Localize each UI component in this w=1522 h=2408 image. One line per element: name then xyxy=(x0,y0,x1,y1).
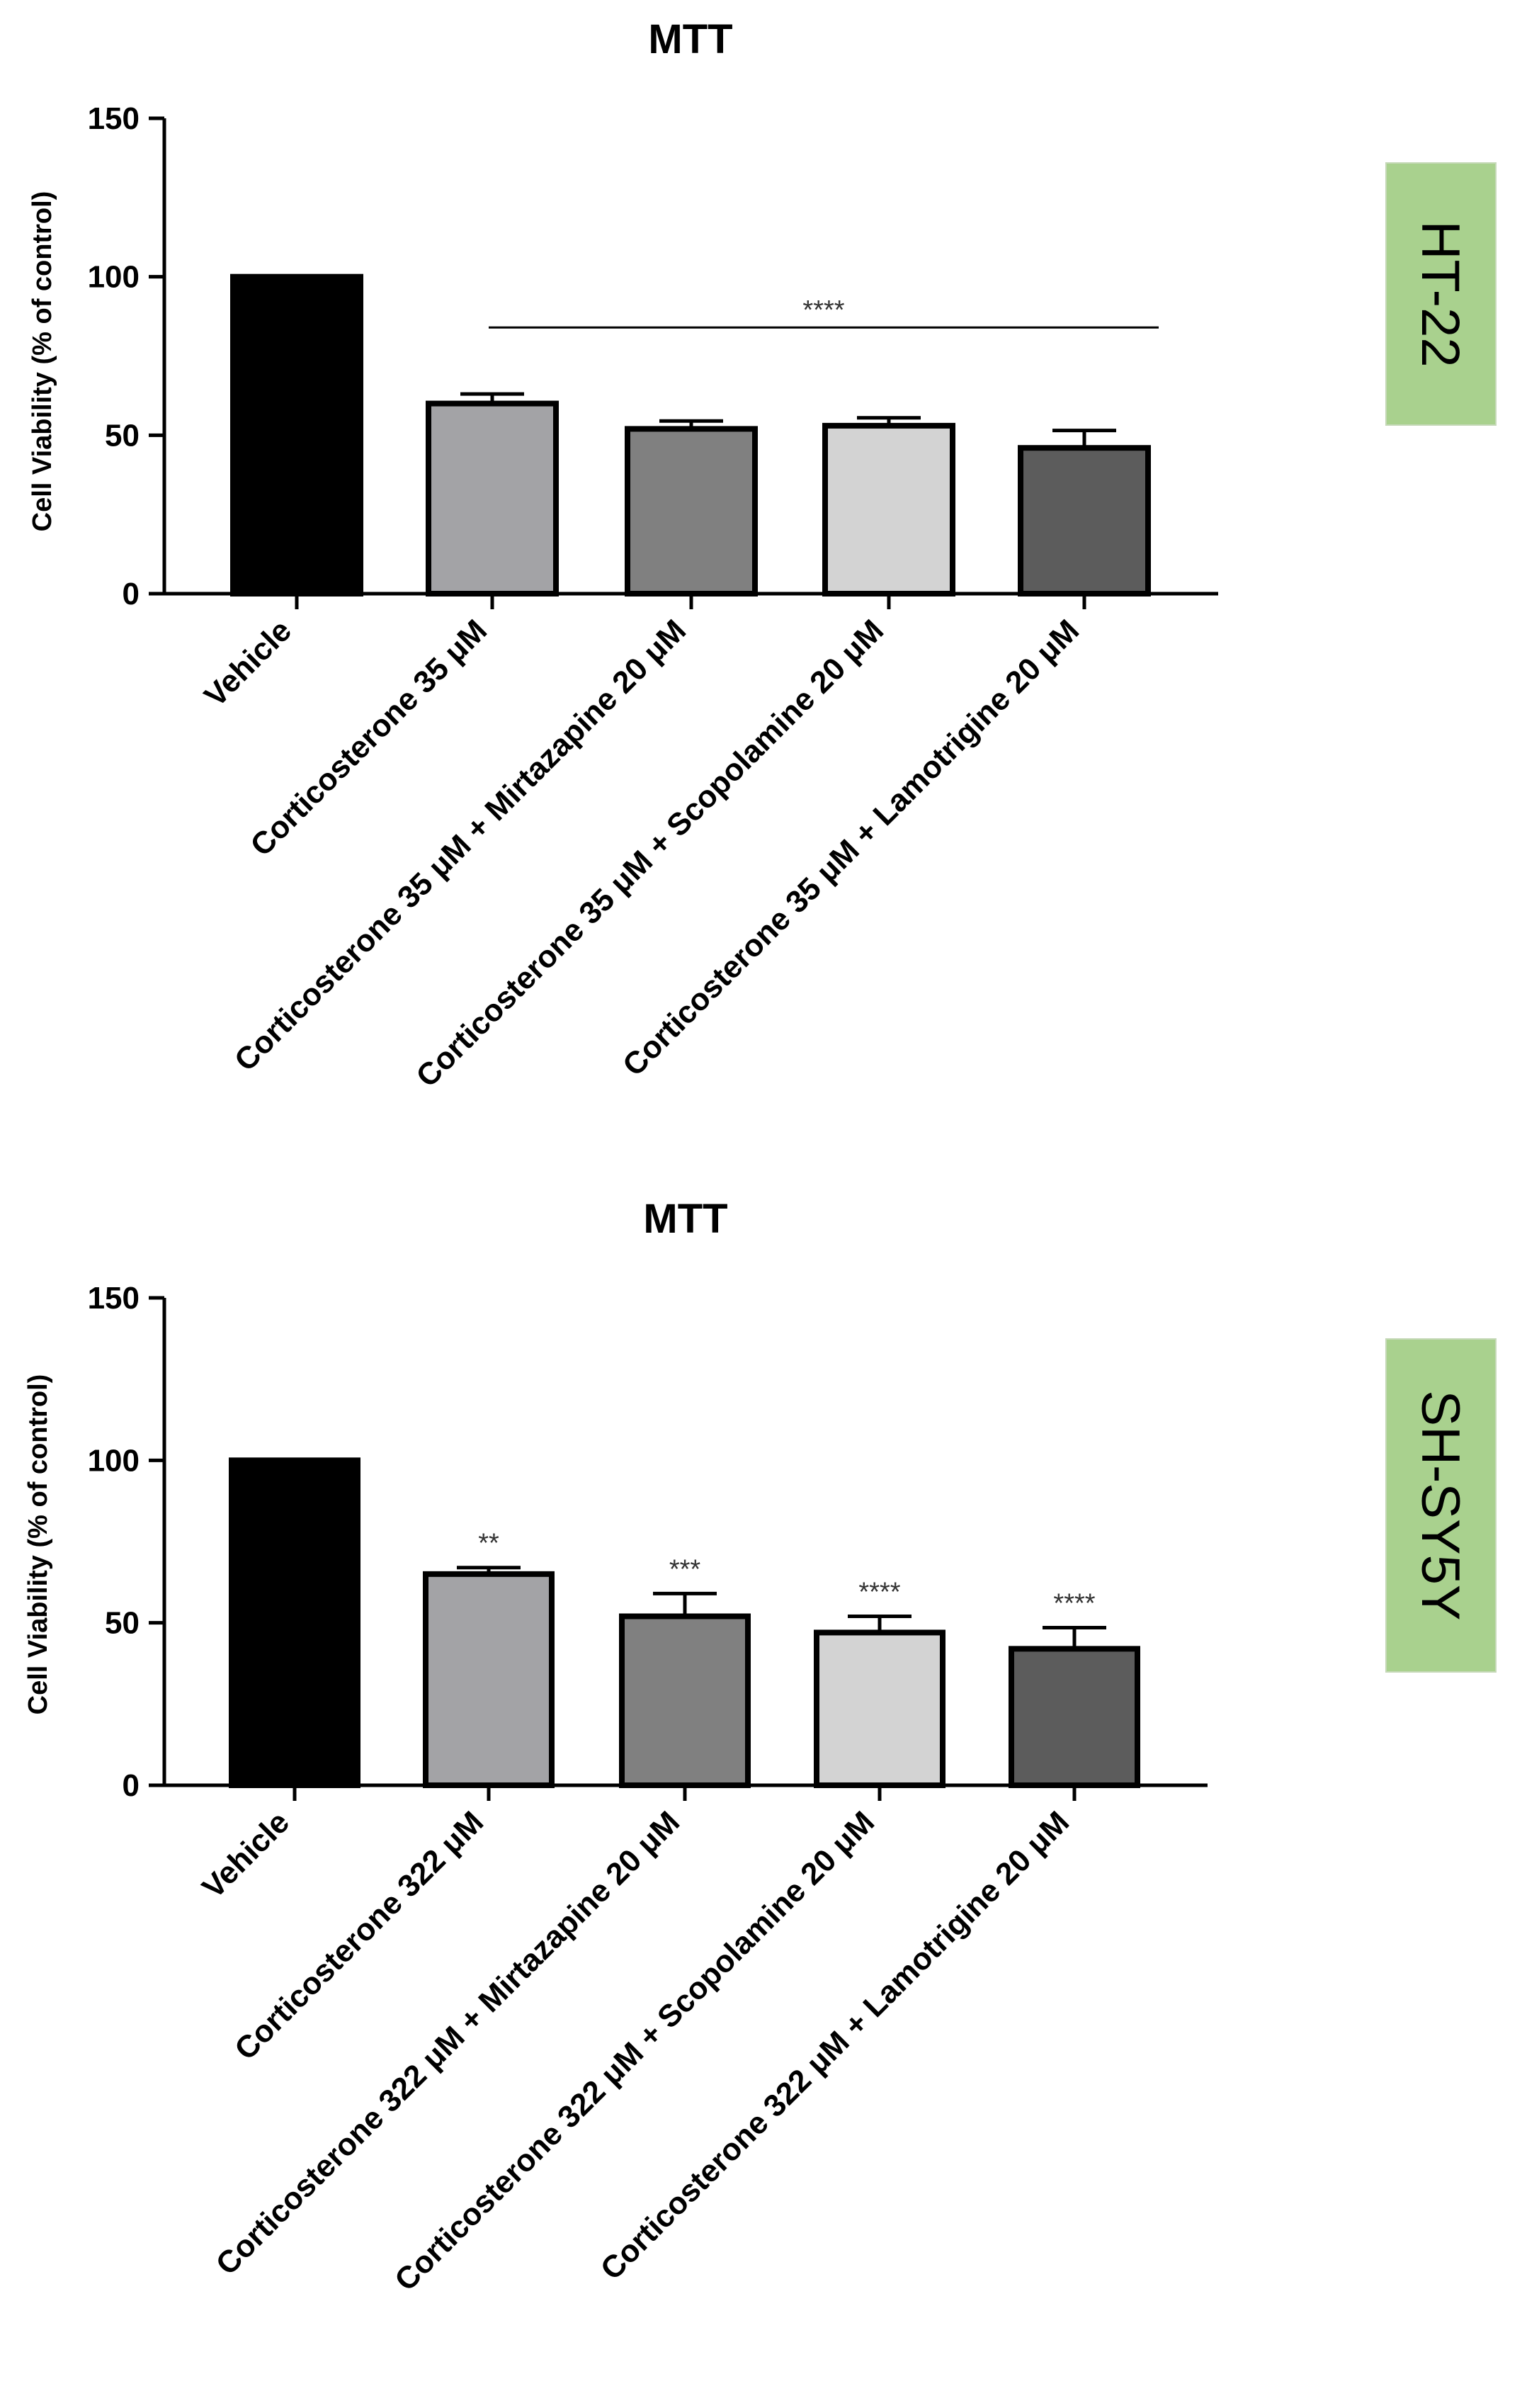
bar-4 xyxy=(1009,1646,1140,1789)
y-tick-label: 50 xyxy=(105,1606,140,1641)
significance-label-3: **** xyxy=(858,1577,900,1607)
category-label-4: Corticosterone 322 μM + Lamotrigine 20 μ… xyxy=(594,1804,1076,2286)
y-ticks: 0 50 100 150 xyxy=(88,1281,164,1803)
chart-title: MTT xyxy=(643,1196,727,1242)
cell-line-label: HT-22 xyxy=(1410,221,1470,368)
y-tick-label: 150 xyxy=(88,1281,140,1316)
y-tick-label: 100 xyxy=(88,260,140,295)
y-axis-label: Cell Viability (% of control) xyxy=(23,1374,53,1715)
bar-2 xyxy=(619,1613,751,1789)
category-label-0: Vehicle xyxy=(195,1804,296,1905)
cell-line-badge: SH-SY5Y xyxy=(1385,1338,1497,1673)
mtt-panel-ht22: MTT Cell Viability (% of control) 0 50 100… xyxy=(28,16,1497,1094)
y-tick-label: 0 xyxy=(123,577,140,611)
bar-1 xyxy=(426,400,559,597)
significance-marks: **** xyxy=(489,295,1159,329)
error-bars xyxy=(460,392,1116,448)
axes xyxy=(162,118,1218,609)
significance-label-2: *** xyxy=(669,1554,701,1584)
y-ticks: 0 50 100 150 xyxy=(88,101,164,611)
y-tick-label: 50 xyxy=(105,418,140,453)
bar-3 xyxy=(822,422,955,597)
error-bars xyxy=(457,1566,1106,1649)
significance-label-1: ** xyxy=(478,1529,499,1559)
significance-label-4: **** xyxy=(1053,1589,1095,1619)
bar-2 xyxy=(625,426,758,597)
axes xyxy=(162,1298,1208,1801)
significance-marks: ********* **** xyxy=(478,1529,1096,1619)
badge-background xyxy=(1385,162,1497,426)
bars xyxy=(229,1457,1140,1789)
y-tick-label: 0 xyxy=(123,1768,140,1803)
category-label-3: Corticosterone 35 μM + Scopolamine 20 μM xyxy=(409,613,890,1094)
bar-1 xyxy=(423,1571,555,1789)
badge-background xyxy=(1385,1338,1497,1673)
y-tick-label: 150 xyxy=(88,101,140,136)
bars xyxy=(230,273,1151,597)
cell-line-label: SH-SY5Y xyxy=(1410,1390,1470,1620)
category-label-2: Corticosterone 35 μM + Mirtazapine 20 μM xyxy=(228,613,693,1078)
bar-0 xyxy=(229,1457,360,1788)
y-axis-label: Cell Viability (% of control) xyxy=(28,191,57,532)
mtt-panel-shsy5y: MTT Cell Viability (% of control) 0 50 100… xyxy=(23,1196,1497,2297)
significance-bracket-label: **** xyxy=(802,295,844,325)
category-label-4: Corticosterone 35 μM + Lamotrigine 20 μM xyxy=(616,613,1086,1083)
chart-title: MTT xyxy=(648,16,732,62)
y-tick-label: 100 xyxy=(88,1443,140,1478)
category-label-0: Vehicle xyxy=(198,613,298,713)
bar-3 xyxy=(814,1629,945,1789)
bar-0 xyxy=(230,273,363,597)
cell-line-badge: HT-22 xyxy=(1385,162,1497,426)
bar-4 xyxy=(1018,445,1151,597)
category-label-2: Corticosterone 322 μM + Mirtazapine 20 μ… xyxy=(210,1804,687,2282)
